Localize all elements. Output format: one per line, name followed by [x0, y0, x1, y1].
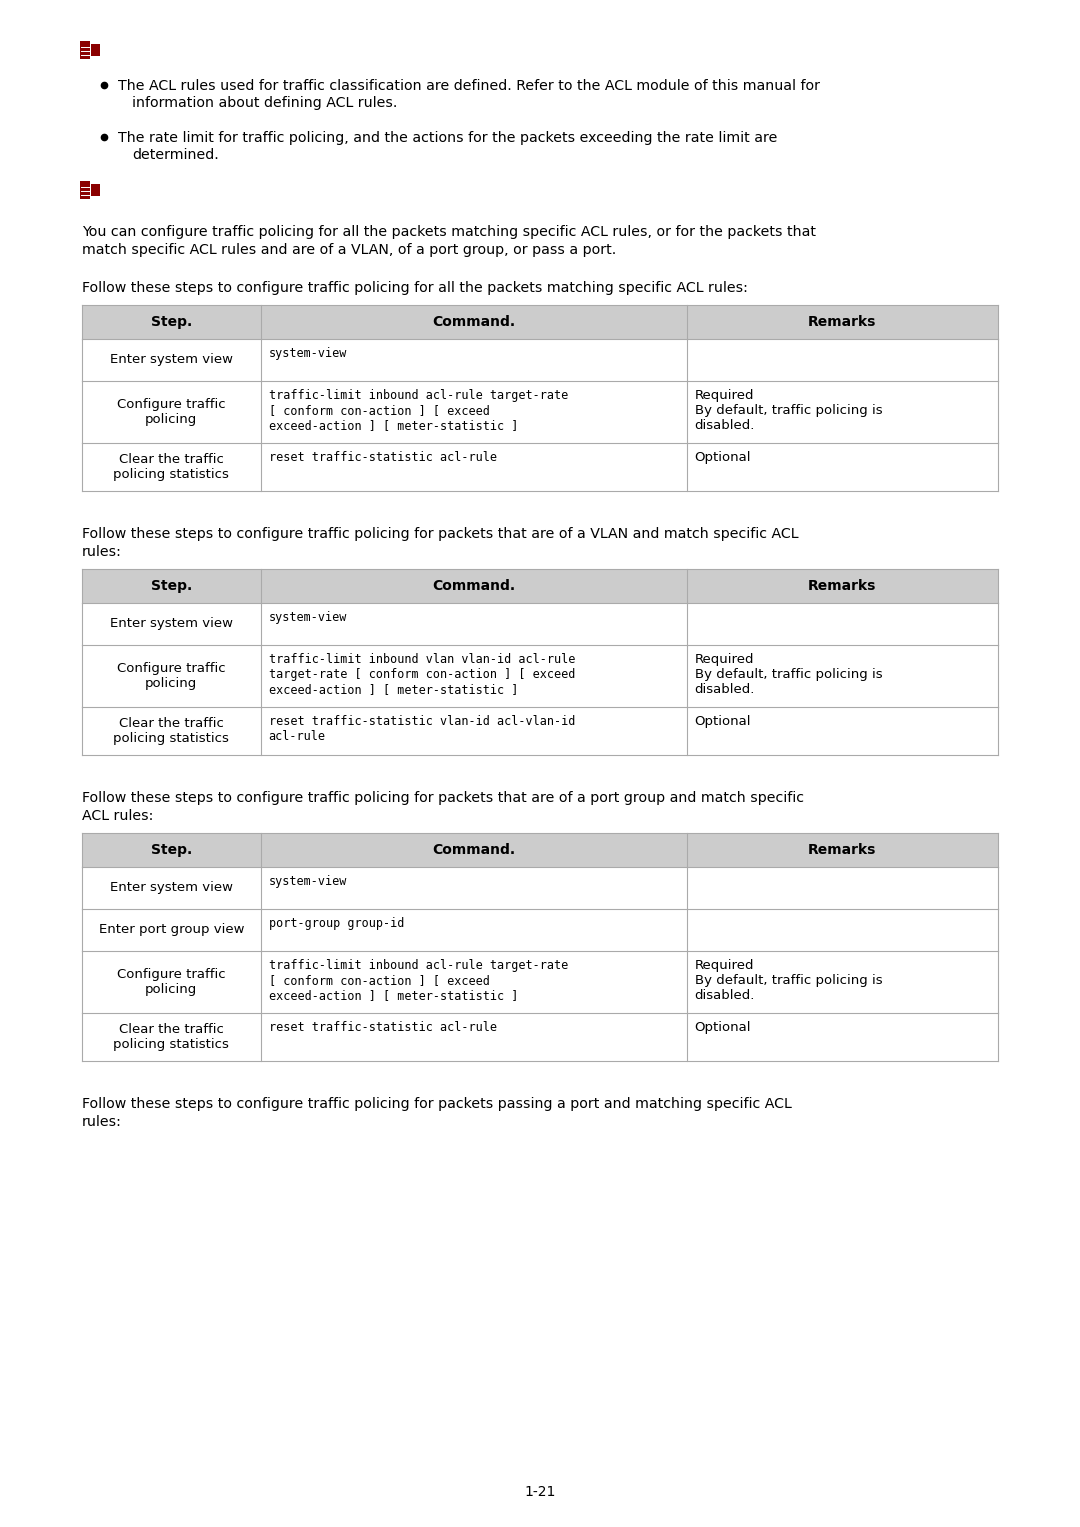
Text: Follow these steps to configure traffic policing for packets passing a port and : Follow these steps to configure traffic … — [82, 1096, 792, 1112]
Bar — [82, 867, 998, 909]
Text: system-view: system-view — [269, 611, 347, 625]
Text: match specific ACL rules and are of a VLAN, of a port group, or pass a port.: match specific ACL rules and are of a VL… — [82, 243, 617, 257]
Text: Required
By default, traffic policing is
disabled.: Required By default, traffic policing is… — [694, 654, 882, 696]
Text: ACL rules:: ACL rules: — [82, 809, 153, 823]
Text: Step.: Step. — [151, 315, 192, 328]
Text: Remarks: Remarks — [808, 843, 877, 857]
Bar — [82, 644, 998, 707]
Bar — [82, 951, 998, 1012]
Text: Command.: Command. — [432, 843, 515, 857]
Bar — [82, 834, 998, 867]
Text: Enter port group view: Enter port group view — [98, 924, 244, 936]
Text: reset traffic-statistic acl-rule: reset traffic-statistic acl-rule — [269, 1022, 497, 1034]
Text: port-group group-id: port-group group-id — [269, 918, 404, 930]
Text: Clear the traffic
policing statistics: Clear the traffic policing statistics — [113, 454, 229, 481]
Text: system-view: system-view — [269, 347, 347, 360]
Text: Enter system view: Enter system view — [110, 617, 233, 631]
Text: information about defining ACL rules.: information about defining ACL rules. — [132, 96, 397, 110]
Text: Clear the traffic
policing statistics: Clear the traffic policing statistics — [113, 1023, 229, 1051]
Text: Clear the traffic
policing statistics: Clear the traffic policing statistics — [113, 718, 229, 745]
Text: reset traffic-statistic vlan-id acl-vlan-id
acl-rule: reset traffic-statistic vlan-id acl-vlan… — [269, 715, 575, 744]
Text: Command.: Command. — [432, 315, 515, 328]
Text: rules:: rules: — [82, 1115, 122, 1128]
Text: Required
By default, traffic policing is
disabled.: Required By default, traffic policing is… — [694, 959, 882, 1002]
Text: Step.: Step. — [151, 843, 192, 857]
Text: Optional: Optional — [694, 715, 751, 728]
Text: The rate limit for traffic policing, and the actions for the packets exceeding t: The rate limit for traffic policing, and… — [118, 131, 778, 145]
Text: rules:: rules: — [82, 545, 122, 559]
Bar — [91, 44, 99, 56]
Text: Optional: Optional — [694, 1022, 751, 1034]
Text: Step.: Step. — [151, 579, 192, 592]
Text: Required
By default, traffic policing is
disabled.: Required By default, traffic policing is… — [694, 389, 882, 432]
Text: Enter system view: Enter system view — [110, 881, 233, 895]
Text: Follow these steps to configure traffic policing for packets that are of a VLAN : Follow these steps to configure traffic … — [82, 527, 798, 541]
Text: Remarks: Remarks — [808, 579, 877, 592]
Text: 1-21: 1-21 — [524, 1484, 556, 1500]
Text: Configure traffic
policing: Configure traffic policing — [117, 968, 226, 996]
Bar — [80, 182, 90, 199]
Text: Follow these steps to configure traffic policing for all the packets matching sp: Follow these steps to configure traffic … — [82, 281, 747, 295]
Bar — [82, 1012, 998, 1061]
Text: Optional: Optional — [694, 450, 751, 464]
Text: You can configure traffic policing for all the packets matching specific ACL rul: You can configure traffic policing for a… — [82, 224, 816, 240]
Bar — [82, 909, 998, 951]
Bar — [82, 339, 998, 382]
Text: reset traffic-statistic acl-rule: reset traffic-statistic acl-rule — [269, 450, 497, 464]
Text: determined.: determined. — [132, 148, 219, 162]
Text: Remarks: Remarks — [808, 315, 877, 328]
Bar — [82, 570, 998, 603]
Bar — [82, 305, 998, 339]
Text: Enter system view: Enter system view — [110, 353, 233, 366]
Text: traffic-limit inbound vlan vlan-id acl-rule
target-rate [ conform con-action ] [: traffic-limit inbound vlan vlan-id acl-r… — [269, 654, 575, 696]
Text: Command.: Command. — [432, 579, 515, 592]
Bar — [82, 382, 998, 443]
Bar — [82, 603, 998, 644]
Text: Configure traffic
policing: Configure traffic policing — [117, 399, 226, 426]
Text: Follow these steps to configure traffic policing for packets that are of a port : Follow these steps to configure traffic … — [82, 791, 804, 805]
Text: system-view: system-view — [269, 875, 347, 889]
Bar — [82, 443, 998, 492]
Bar — [82, 707, 998, 754]
Text: traffic-limit inbound acl-rule target-rate
[ conform con-action ] [ exceed
excee: traffic-limit inbound acl-rule target-ra… — [269, 389, 568, 432]
Text: traffic-limit inbound acl-rule target-rate
[ conform con-action ] [ exceed
excee: traffic-limit inbound acl-rule target-ra… — [269, 959, 568, 1002]
Text: Configure traffic
policing: Configure traffic policing — [117, 663, 226, 690]
Text: The ACL rules used for traffic classification are defined. Refer to the ACL modu: The ACL rules used for traffic classific… — [118, 79, 820, 93]
Bar — [91, 183, 99, 197]
Bar — [80, 41, 90, 60]
